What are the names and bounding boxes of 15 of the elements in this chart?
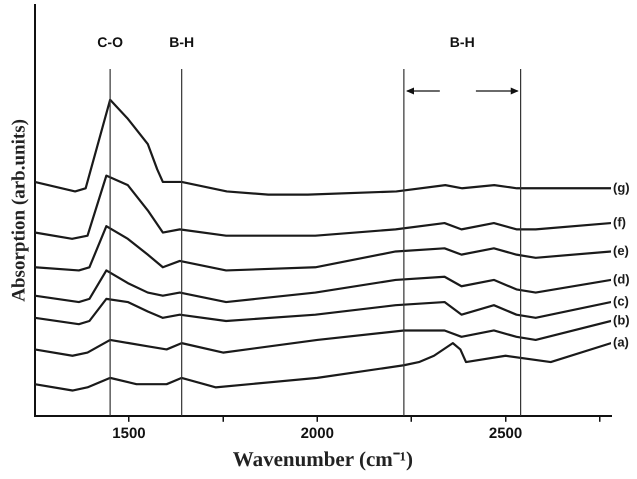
ref-line-label: C-O — [97, 34, 124, 50]
series-label: (c) — [613, 294, 629, 309]
text: B-H — [450, 34, 475, 50]
y-axis-title: Absorption (arb.units) — [8, 119, 30, 302]
series-label: (e) — [613, 243, 629, 258]
series-label: (b) — [613, 312, 630, 328]
series-label: (d) — [613, 272, 630, 286]
series-label: (a) — [613, 334, 629, 350]
series-label: (f) — [613, 214, 626, 230]
x-tick-label: 2000 — [300, 424, 334, 442]
ref-line-label: B-H — [169, 34, 194, 50]
series-label: (g) — [613, 180, 630, 195]
x-axis-title: Wavenumber (cm⁻¹) — [232, 446, 414, 471]
x-tick-label: 1500 — [112, 424, 146, 442]
x-tick-label: 2500 — [488, 424, 522, 442]
